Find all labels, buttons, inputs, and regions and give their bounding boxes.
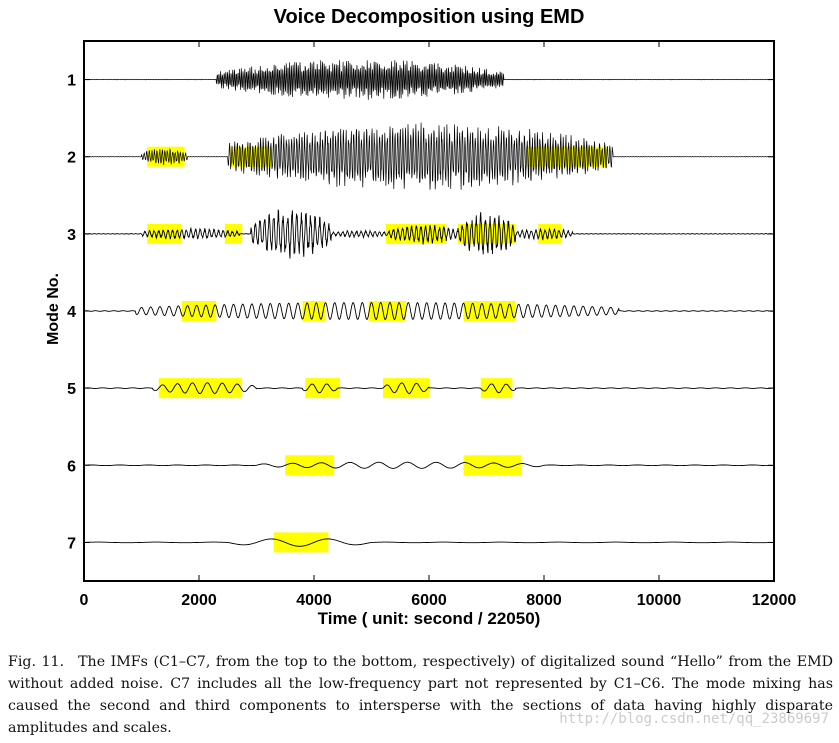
highlight-mode3-7 (538, 223, 562, 244)
plot-area: 0 2000 4000 6000 8000 10000 12000 1 2 3 4 5 6 7 (67, 40, 797, 609)
figure: Voice Decomposition using EMD Mode No. T… (45, 6, 797, 628)
x-tick-label: 6000 (411, 592, 447, 609)
series-line-mode-4 (83, 301, 775, 321)
x-tick-label: 0 (80, 592, 89, 609)
x-axis-label: Time ( unit: second / 22050) (317, 609, 541, 628)
y-tick-label: 1 (67, 73, 76, 90)
y-tick-label: 6 (67, 458, 76, 475)
figure-caption: Fig. 11. The IMFs (C1–C7, from the top to… (8, 651, 833, 739)
series-line-mode-2 (83, 122, 775, 190)
series-line-mode-7 (84, 538, 774, 547)
y-tick-label: 2 (67, 150, 76, 167)
highlight-mode5-14 (383, 378, 429, 399)
highlight-mode5-13 (305, 378, 340, 399)
series-line-mode-3 (83, 208, 774, 259)
highlight-mode6-16 (285, 455, 335, 476)
highlight-mode5-15 (480, 378, 513, 399)
highlight-mode5-12 (158, 378, 243, 399)
series-line-mode-6 (84, 461, 774, 469)
y-tick-label: 7 (67, 535, 76, 552)
series-line-mode-1 (83, 60, 775, 100)
x-tick-label: 8000 (526, 592, 562, 609)
highlight-mode6-17 (463, 455, 521, 476)
y-tick-label: 3 (67, 227, 76, 244)
series-line-mode-5 (84, 382, 774, 394)
x-tick-label: 4000 (296, 592, 332, 609)
y-tick-label: 5 (67, 381, 76, 398)
x-tick-label: 2000 (181, 592, 217, 609)
caption-text: The IMFs (C1–C7, from the top to the bot… (8, 654, 834, 736)
highlight-mode7-18 (273, 532, 329, 553)
x-tick-label: 12000 (752, 592, 797, 609)
chart-title: Voice Decomposition using EMD (273, 6, 585, 28)
caption-label: Fig. 11. (8, 654, 65, 670)
watermark-text: http://blog.csdn.net/qq_23869697 (559, 711, 829, 727)
y-tick-label: 4 (67, 304, 76, 321)
x-tick-label: 10000 (637, 592, 682, 609)
